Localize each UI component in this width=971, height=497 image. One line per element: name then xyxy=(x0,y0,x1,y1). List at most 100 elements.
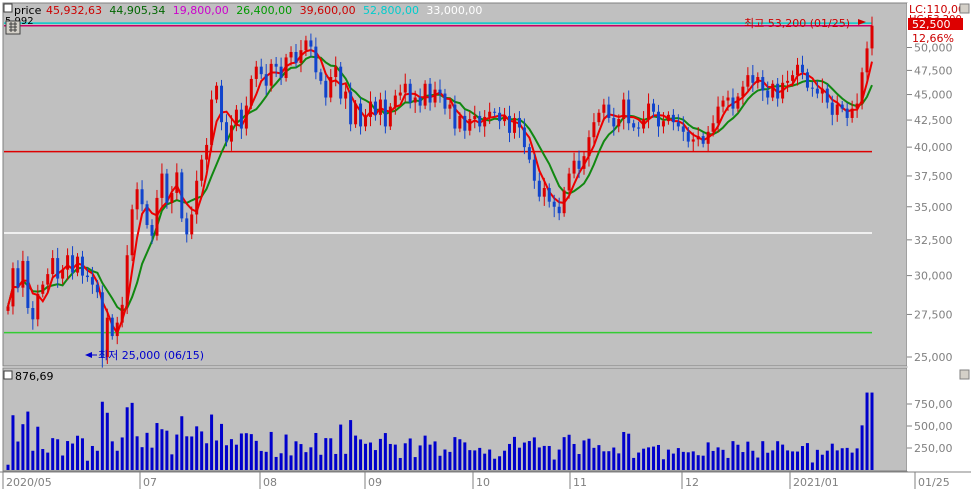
volume-bar xyxy=(701,455,705,470)
candle-body xyxy=(100,292,104,357)
volume-bar xyxy=(498,456,502,470)
candle-body xyxy=(592,122,596,138)
volume-bar xyxy=(36,426,40,470)
volume-bar xyxy=(577,454,581,470)
candle-body xyxy=(378,99,382,115)
candle-body xyxy=(309,40,313,47)
candle-body xyxy=(771,83,775,98)
candle-body xyxy=(85,275,89,278)
low-annotation: 최저 25,000 (06/15) xyxy=(98,349,204,362)
volume-bar xyxy=(71,443,75,470)
volume-panel-scroll-button[interactable] xyxy=(959,369,970,380)
volume-bar xyxy=(359,439,363,470)
price-tick-label: 25,000 xyxy=(914,351,953,364)
volume-bar xyxy=(349,420,353,470)
candle-body xyxy=(200,159,204,181)
price-tick-label: 27,500 xyxy=(914,308,953,321)
volume-bar xyxy=(666,449,670,470)
volume-bar xyxy=(597,445,601,470)
candle-body xyxy=(175,172,179,193)
candle-body xyxy=(865,48,869,73)
candle-body xyxy=(498,112,502,122)
candle-body xyxy=(403,83,407,93)
candle-body xyxy=(815,88,819,94)
volume-tick-label: 750,00 xyxy=(914,398,953,411)
horizontal-lines xyxy=(4,22,872,334)
candle-body xyxy=(855,103,859,109)
candle-body xyxy=(125,255,129,305)
volume-bar xyxy=(656,444,660,470)
volume-bar xyxy=(215,440,219,470)
candle-body xyxy=(190,214,194,235)
volume-bar xyxy=(160,429,164,470)
current-price-box xyxy=(908,18,963,30)
candle-body xyxy=(36,293,40,320)
candle-body xyxy=(756,77,760,83)
volume-bar xyxy=(726,457,730,470)
candle-body xyxy=(180,172,184,219)
candle-body xyxy=(220,85,224,123)
candle-body xyxy=(334,66,338,78)
volume-bar xyxy=(294,441,298,470)
candle-body xyxy=(527,147,531,160)
candle-body xyxy=(359,103,363,127)
volume-bar xyxy=(781,444,785,470)
candle-body xyxy=(344,91,348,99)
volume-bars xyxy=(6,392,874,470)
volume-bar xyxy=(810,462,814,470)
candle-body xyxy=(751,75,755,83)
candle-body xyxy=(637,127,641,129)
candle-body xyxy=(61,269,65,279)
volume-checkbox[interactable] xyxy=(3,370,13,380)
volume-bar xyxy=(746,441,750,470)
candle-body xyxy=(562,190,566,214)
volume-bar xyxy=(324,438,328,470)
price-axis-ticks: 50,000 47,500 45,000 42,500 40,000 37,500 35,0… xyxy=(907,42,953,364)
volume-bar xyxy=(756,457,760,470)
candle-body xyxy=(130,209,134,256)
candle-body xyxy=(364,116,368,127)
volume-bar xyxy=(622,431,626,470)
candle-body xyxy=(150,224,154,236)
candle-body xyxy=(6,306,10,311)
candle-body xyxy=(850,108,854,118)
volume-bar xyxy=(175,434,179,470)
candle-body xyxy=(517,117,521,128)
volume-bar xyxy=(344,453,348,470)
volume-bar xyxy=(383,433,387,470)
volume-bar xyxy=(830,443,834,470)
candle-body xyxy=(393,95,397,107)
candle-body xyxy=(666,114,670,122)
candle-body xyxy=(656,111,660,127)
volume-bar xyxy=(398,457,402,470)
volume-bar xyxy=(825,450,829,470)
volume-bar xyxy=(627,433,631,470)
volume-bar xyxy=(612,447,616,470)
candle-body xyxy=(781,82,785,99)
price-tick-label: 47,500 xyxy=(914,64,953,77)
grid-icon xyxy=(9,22,17,32)
candle-body xyxy=(632,123,636,128)
volume-bar xyxy=(26,411,30,470)
volume-bar xyxy=(299,444,303,470)
volume-bar xyxy=(448,451,452,470)
candle-body xyxy=(443,93,447,109)
candle-body xyxy=(269,63,273,86)
volume-bar xyxy=(319,454,323,470)
price-panel-scroll-button[interactable] xyxy=(959,3,970,14)
volume-bar xyxy=(617,453,621,470)
candle-body xyxy=(11,268,15,307)
series-checkbox[interactable] xyxy=(3,3,13,13)
candle-body xyxy=(676,122,680,127)
candle-body xyxy=(622,99,626,120)
volume-bar xyxy=(100,401,104,470)
volume-bar xyxy=(805,443,809,470)
volume-bar xyxy=(800,446,804,470)
volume-bar xyxy=(567,434,571,470)
candle-body xyxy=(572,160,576,174)
volume-bar xyxy=(632,457,636,470)
volume-bar xyxy=(716,447,720,470)
volume-bar xyxy=(776,441,780,470)
volume-axis-ticks: 750,00 500,00 250,00 xyxy=(907,398,953,455)
candle-body xyxy=(791,75,795,81)
